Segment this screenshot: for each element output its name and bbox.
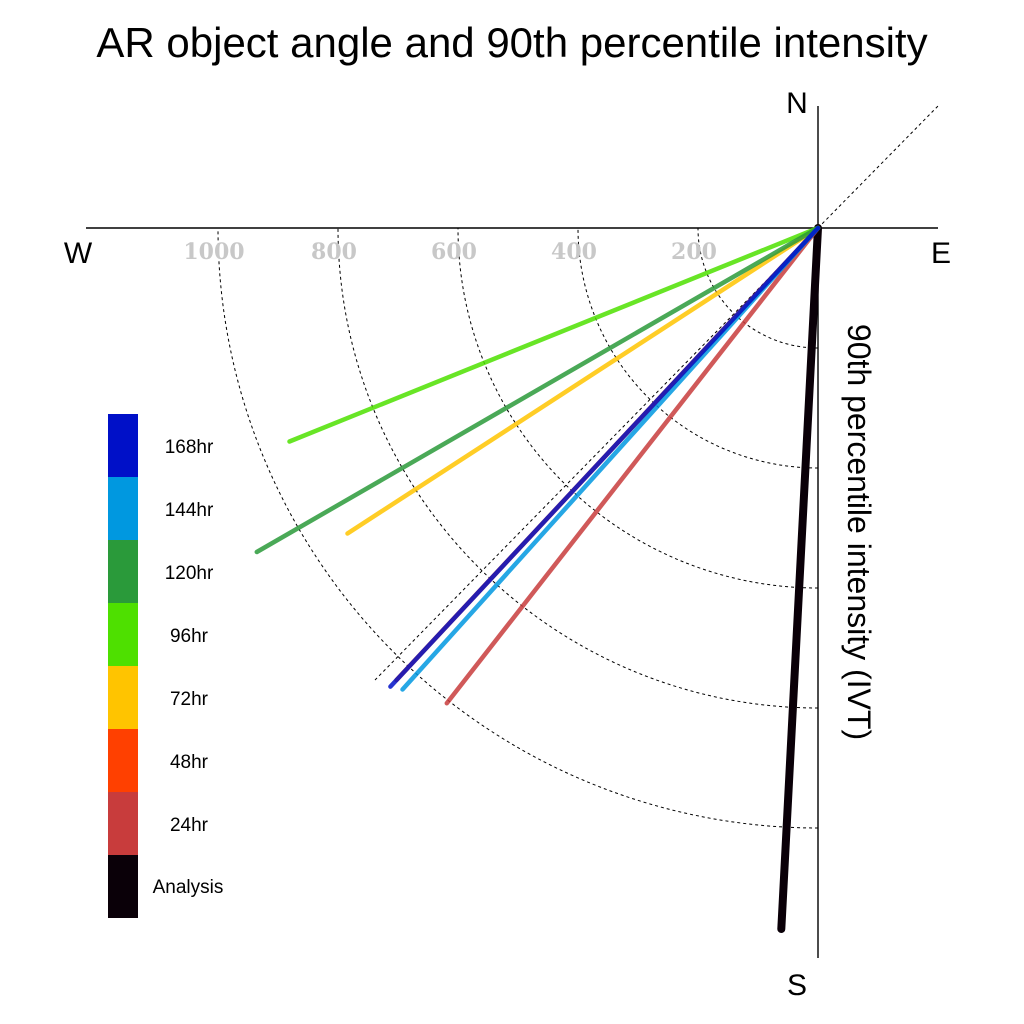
legend-swatch-analysis [108,855,138,918]
diagonal-guide-line-sw [374,227,819,681]
grid-arc-200 [697,227,819,349]
radial-tick-label: 400 [551,239,597,265]
series-vector-24hr [444,225,821,706]
diagonal-guide-line [817,105,939,229]
radial-tick-label: 200 [671,239,717,265]
legend-label-48hr: 48hr [170,752,209,773]
legend-swatch-120hr [108,540,138,603]
grid-arc-800 [337,227,819,709]
legend-swatch-72hr [108,666,138,729]
legend: 168hr 144hr 120hr 96hr 72hr 48hr 24hr Analysis [108,414,223,918]
radial-tick-label: 600 [431,239,477,265]
grid-arc-600 [457,227,819,589]
west-label: W [64,237,93,270]
series-vector-96hr [287,225,821,444]
series-vector-analysis [777,224,822,933]
legend-swatch-168hr [108,414,138,477]
radial-axis-label: 90th percentile intensity (IVT) [841,324,877,740]
series-vectors [254,224,822,933]
legend-label-168hr: 168hr [165,437,214,458]
legend-label-96hr: 96hr [170,626,209,647]
legend-label-120hr: 120hr [165,563,214,584]
legend-swatch-24hr [108,792,138,855]
legend-label-144hr: 144hr [165,500,214,521]
legend-swatch-144hr [108,477,138,540]
grid [217,227,819,829]
legend-label-24hr: 24hr [170,815,209,836]
grid-arc-400 [577,227,819,469]
series-vector-168hr [388,225,821,689]
south-label: S [787,969,807,1002]
radial-tick-label: 800 [311,239,357,265]
chart-title: AR object angle and 90th percentile inte… [96,19,927,66]
radial-tick-label: 1000 [183,239,244,265]
north-label: N [786,87,808,120]
legend-swatch-48hr [108,729,138,792]
legend-label-analysis: Analysis [153,877,224,898]
grid-arc-1000 [217,227,819,829]
radial-tick-labels: 200 400 600 800 1000 [183,239,717,265]
legend-label-72hr: 72hr [170,689,209,710]
legend-swatch-96hr [108,603,138,666]
series-vector-72hr [345,225,821,536]
east-label: E [931,237,951,270]
series-vector-120hr [254,225,821,555]
